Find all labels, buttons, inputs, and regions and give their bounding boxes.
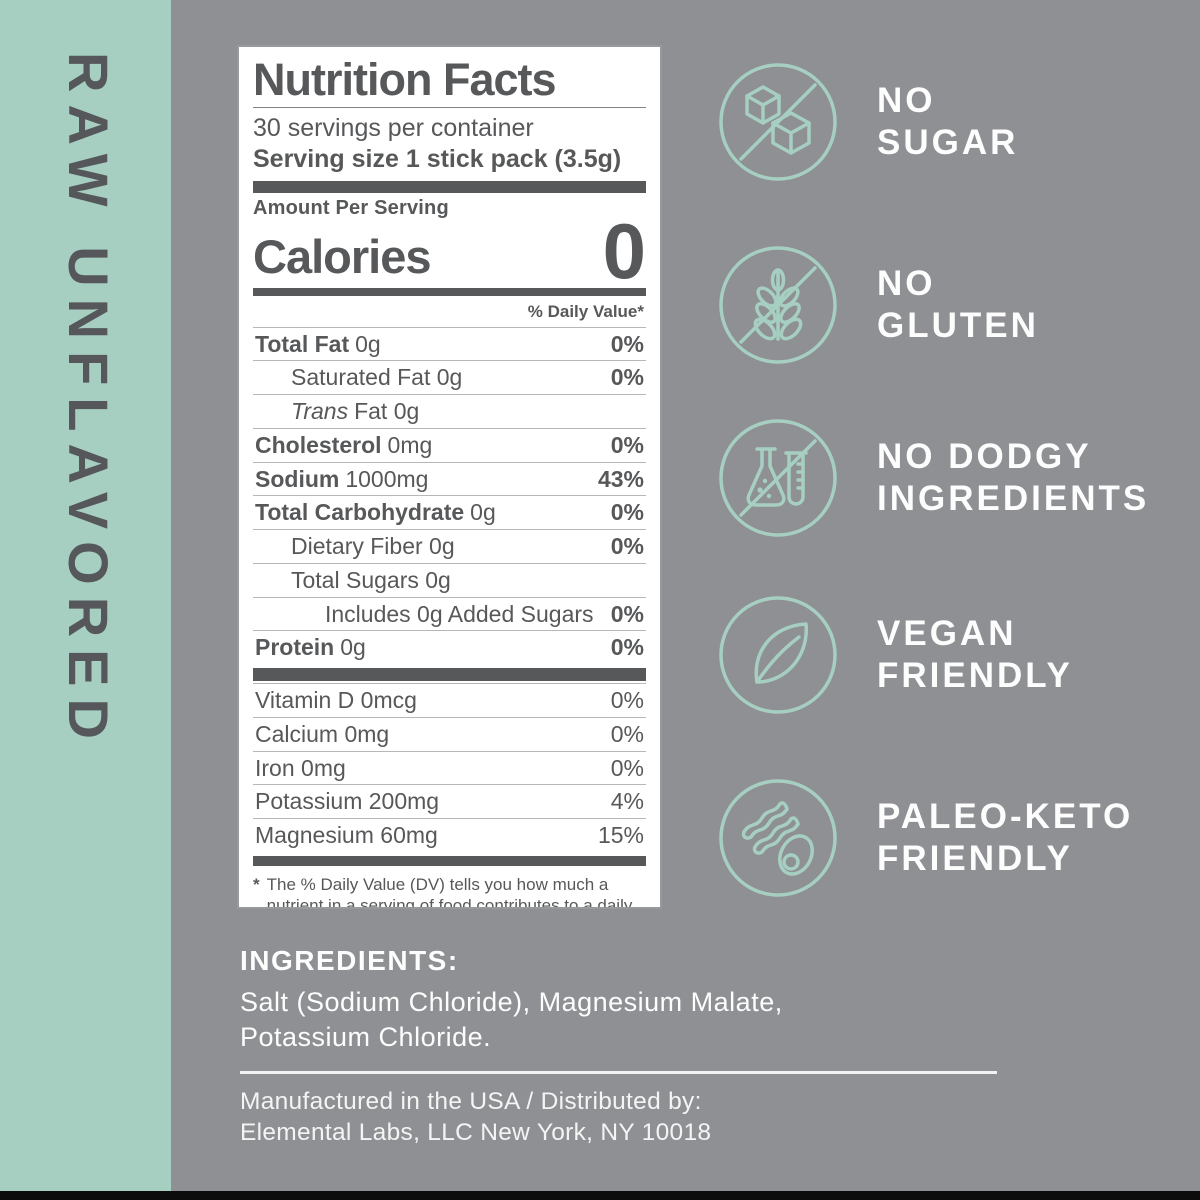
feature-label: NO: [877, 264, 936, 303]
separator-bar: [253, 181, 646, 194]
feature-no-dodgy-ingredients: NO DODGY INGREDIENTS: [716, 416, 1149, 540]
nutrition-row-vitamin-d: Vitamin D 0mcg 0%: [253, 683, 646, 717]
daily-value-header: % Daily Value*: [527, 301, 644, 321]
feature-label: FRIENDLY: [877, 839, 1073, 878]
nutrition-facts-panel: Nutrition Facts 30 servings per containe…: [237, 45, 662, 909]
calories-value: 0: [602, 207, 646, 296]
nutrition-row-saturated-fat: Saturated Fat 0g 0%: [253, 360, 646, 394]
calories-label: Calories: [253, 229, 431, 283]
nutrition-row-protein: Protein 0g 0%: [253, 630, 646, 664]
nutrition-row-trans-fat: Trans Fat 0g: [253, 394, 646, 428]
feature-vegan-friendly: VEGAN FRIENDLY: [716, 593, 1073, 717]
flavor-name-vertical-text: RAW UNFLAVORED: [57, 52, 120, 751]
feature-label: GLUTEN: [877, 306, 1039, 345]
servings-per-container: 30 servings per container: [253, 113, 534, 142]
no-gluten-icon: [716, 243, 840, 367]
paleo-keto-friendly-icon: [716, 776, 840, 900]
vegan-friendly-icon: [716, 593, 840, 717]
calories-row: Calories 0: [253, 207, 646, 296]
nutrition-row-total-fat: Total Fat 0g 0%: [253, 326, 646, 361]
separator-bar: [253, 668, 646, 682]
nutrition-row-sodium: Sodium 1000mg 43%: [253, 461, 646, 496]
feature-paleo-keto-friendly: PALEO-KETO FRIENDLY: [716, 776, 1133, 900]
ingredients-block: INGREDIENTS: Salt (Sodium Chloride), Mag…: [240, 945, 783, 1055]
no-dodgy-ingredients-icon: [716, 416, 840, 540]
horizontal-divider: [240, 1071, 997, 1074]
separator-bar: [253, 855, 646, 866]
daily-value-footnote: * The % Daily Value (DV) tells you how m…: [253, 874, 633, 909]
feature-label: INGREDIENTS: [877, 479, 1150, 518]
distribution-block: Manufactured in the USA / Distributed by…: [240, 1086, 711, 1148]
ingredients-line: Salt (Sodium Chloride), Magnesium Malate…: [240, 987, 783, 1017]
nutrition-row-potassium: Potassium 200mg 4%: [253, 784, 646, 818]
manufactured-line: Manufactured in the USA / Distributed by…: [240, 1088, 702, 1115]
nutrition-row-cholesterol: Cholesterol 0mg 0%: [253, 427, 646, 462]
nutrition-facts-title: Nutrition Facts: [253, 57, 646, 108]
separator-bar: [253, 287, 646, 296]
flavor-color-band: [0, 0, 171, 1200]
nutrition-row-calcium: Calcium 0mg 0%: [253, 716, 646, 751]
feature-label: NO: [877, 81, 936, 120]
nutrition-row-iron: Iron 0mg 0%: [253, 750, 646, 785]
amount-per-serving-label: Amount Per Serving: [253, 197, 449, 220]
nutrition-row-magnesium: Magnesium 60mg 15%: [253, 818, 646, 852]
ingredients-heading: INGREDIENTS:: [240, 945, 459, 976]
feature-no-sugar: NO SUGAR: [716, 60, 1018, 184]
bottom-black-bar: [0, 1191, 1200, 1200]
feature-no-gluten: NO GLUTEN: [716, 243, 1039, 367]
feature-label: PALEO-KETO: [877, 797, 1134, 836]
nutrition-row-dietary-fiber: Dietary Fiber 0g 0%: [253, 529, 646, 563]
ingredients-line: Potassium Chloride.: [240, 1022, 492, 1052]
no-sugar-icon: [716, 60, 840, 184]
feature-label: FRIENDLY: [877, 656, 1073, 695]
distributor-line: Elemental Labs, LLC New York, NY 10018: [240, 1119, 712, 1146]
feature-label: VEGAN: [877, 614, 1017, 653]
nutrition-row-total-sugars: Total Sugars 0g: [253, 562, 646, 597]
nutrition-row-added-sugars: Includes 0g Added Sugars 0%: [253, 596, 646, 631]
nutrition-row-total-carbohydrate: Total Carbohydrate 0g 0%: [253, 495, 646, 529]
feature-label: NO DODGY: [877, 437, 1092, 476]
serving-size: Serving size 1 stick pack (3.5g): [253, 144, 622, 173]
feature-label: SUGAR: [877, 123, 1019, 162]
